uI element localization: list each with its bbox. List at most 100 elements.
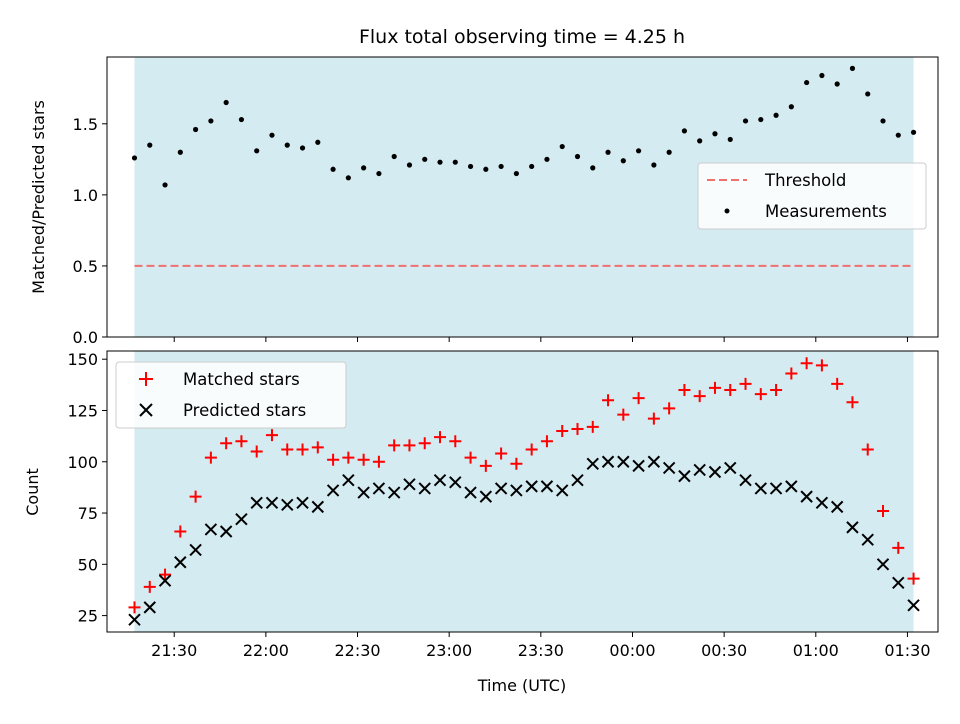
matched-star-point xyxy=(311,441,324,454)
measurement-point xyxy=(910,129,917,135)
legend-matched-swatch xyxy=(139,372,153,386)
measurement-point xyxy=(284,142,290,148)
predicted-star-point xyxy=(510,484,523,497)
bottom-y-tick-label: 100 xyxy=(67,453,98,472)
matched-stars-series xyxy=(128,357,920,614)
x-tick-label: 23:30 xyxy=(518,641,564,660)
measurement-point xyxy=(315,139,321,145)
predicted-star-point xyxy=(861,533,874,546)
matched-star-point xyxy=(250,445,263,458)
top-y-tick-label: 1.0 xyxy=(73,186,98,205)
matched-star-point xyxy=(861,443,874,456)
matched-star-point xyxy=(647,412,660,425)
predicted-star-point xyxy=(556,484,569,497)
matched-star-point xyxy=(907,572,920,585)
predicted-star-point xyxy=(143,601,156,614)
matched-star-point xyxy=(602,394,615,407)
measurement-point xyxy=(605,149,611,155)
matched-star-point xyxy=(159,568,172,581)
top-y-axis-label: Matched/Predicted stars xyxy=(29,100,48,294)
matched-star-point xyxy=(372,455,385,468)
measurement-point xyxy=(788,104,794,110)
bottom-x-ticks: 21:30 22:00 22:30 23:00 23:30 00:00 00:30 01:00… xyxy=(151,632,931,660)
matched-star-point xyxy=(785,367,798,380)
predicted-star-point xyxy=(326,484,340,497)
measurement-point xyxy=(467,163,474,170)
matched-star-point xyxy=(265,429,278,442)
measurement-point xyxy=(391,153,397,160)
measurement-point xyxy=(651,162,657,168)
predicted-star-point xyxy=(219,525,233,538)
predicted-star-point xyxy=(907,599,920,612)
predicted-star-point xyxy=(754,482,768,495)
predicted-star-point xyxy=(281,498,294,512)
measurement-point xyxy=(162,182,168,188)
predicted-star-point xyxy=(433,474,447,487)
matched-star-point xyxy=(800,357,813,370)
predicted-star-point xyxy=(479,490,493,503)
matched-star-point xyxy=(556,424,569,437)
measurement-point xyxy=(620,158,626,164)
matched-star-point xyxy=(510,457,523,470)
bottom-y-tick-label: 75 xyxy=(78,504,98,523)
predicted-star-point xyxy=(128,613,141,626)
legend-matched-label: Matched stars xyxy=(183,370,300,389)
top-y-ticks: 0.0 0.5 1.0 1.5 xyxy=(73,115,107,347)
top-y-tick-label: 0.5 xyxy=(73,257,98,276)
predicted-star-point xyxy=(724,461,737,475)
predicted-star-point xyxy=(739,474,752,487)
predicted-star-point xyxy=(311,500,325,514)
legend-threshold-label: Threshold xyxy=(764,171,846,190)
measurement-point xyxy=(422,156,428,162)
matched-star-point xyxy=(632,392,645,405)
bottom-y-tick-label: 25 xyxy=(78,607,98,626)
matched-star-point xyxy=(525,443,538,456)
matched-star-point xyxy=(479,459,492,472)
matched-star-point xyxy=(617,408,630,421)
predicted-stars-series xyxy=(128,455,920,626)
legend-measurements-swatch xyxy=(724,208,730,214)
bottom-y-axis-label: Count xyxy=(23,468,42,516)
matched-star-point xyxy=(708,381,721,394)
predicted-star-point xyxy=(265,496,279,509)
predicted-star-point xyxy=(586,457,599,471)
measurement-point xyxy=(590,165,596,171)
measurement-point xyxy=(177,149,183,155)
top-legend: Threshold Measurements xyxy=(697,162,927,230)
measurement-point xyxy=(208,118,214,124)
measurement-point xyxy=(361,165,367,171)
matched-star-point xyxy=(495,447,508,460)
top-y-tick-label: 0.0 xyxy=(73,328,98,347)
x-tick-label: 21:30 xyxy=(151,641,197,660)
matched-star-point xyxy=(739,377,752,390)
matched-star-point xyxy=(770,383,783,396)
bottom-legend: Matched stars Predicted stars xyxy=(115,361,347,429)
matched-star-point xyxy=(357,453,370,466)
bottom-legend-box xyxy=(115,361,347,429)
measurement-point xyxy=(697,138,703,144)
matched-star-point xyxy=(663,402,676,415)
predicted-star-point xyxy=(617,455,630,468)
predicted-star-point xyxy=(494,482,508,495)
predicted-star-point xyxy=(235,512,248,526)
measurement-point xyxy=(131,155,138,161)
predicted-star-point xyxy=(158,574,172,587)
predicted-star-point xyxy=(189,543,202,557)
measurement-point xyxy=(345,175,351,181)
matched-star-point xyxy=(281,443,294,456)
matched-star-point xyxy=(388,439,401,452)
top-y-tick-label: 1.5 xyxy=(73,115,98,134)
predicted-star-point xyxy=(662,461,676,475)
measurement-point xyxy=(544,156,550,162)
measurement-point xyxy=(147,142,153,148)
measurement-point xyxy=(192,126,199,133)
x-axis-label: Time (UTC) xyxy=(477,676,566,695)
matched-star-point xyxy=(846,396,859,409)
matched-star-point xyxy=(403,439,416,452)
bottom-y-tick-label: 125 xyxy=(67,401,98,420)
measurement-point xyxy=(666,149,672,155)
measurement-point xyxy=(529,163,535,170)
measurements-series xyxy=(131,65,917,188)
matched-star-point xyxy=(220,437,233,450)
measurement-point xyxy=(635,148,642,154)
